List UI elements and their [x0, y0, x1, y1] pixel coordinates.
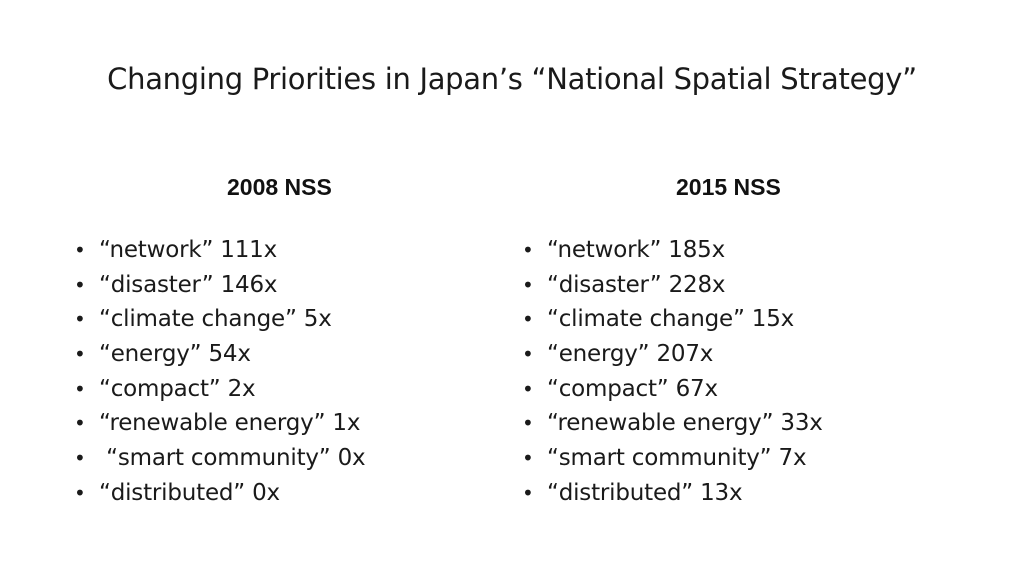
list-item-text: “compact” 2x: [99, 375, 256, 402]
list-item: • “disaster” 228x: [522, 272, 823, 307]
list-item-text: “network” 185x: [547, 237, 725, 263]
bullet-icon: •: [522, 376, 534, 401]
bullet-icon: •: [74, 342, 86, 367]
list-item-text: “energy” 54x: [99, 341, 251, 368]
list-item-text: “disaster” 146x: [99, 271, 278, 298]
bullet-icon: •: [522, 272, 534, 297]
bullet-icon: •: [74, 446, 86, 471]
column-heading-2008: 2008 NSS: [227, 174, 332, 200]
bullet-icon: •: [522, 480, 534, 505]
list-item: • “compact” 2x: [74, 376, 365, 411]
list-item-text: “renewable energy” 1x: [99, 410, 361, 437]
bullet-icon: •: [74, 272, 86, 297]
list-item: • “climate change” 15x: [522, 306, 823, 341]
bullet-icon: •: [522, 307, 534, 332]
list-item-text: “compact” 67x: [547, 375, 718, 402]
list-item-text: “energy” 207x: [547, 341, 714, 368]
list-item-text: “smart community” 7x: [547, 445, 807, 472]
list-item: • “smart community” 7x: [522, 445, 823, 480]
bullet-list-2008: • “network” 111x • “disaster” 146x • “clima…: [74, 237, 366, 515]
list-item: • “smart community” 0x: [74, 445, 366, 480]
list-item-text: “climate change” 15x: [547, 306, 795, 333]
bullet-icon: •: [74, 411, 86, 436]
list-item: • “compact” 67x: [522, 376, 823, 411]
bullet-icon: •: [522, 238, 534, 262]
list-item: • “energy” 207x: [522, 341, 823, 376]
list-item: • “disaster” 146x: [74, 272, 365, 307]
list-item: • “renewable energy” 33x: [522, 410, 823, 445]
list-item: • “climate change” 5x: [74, 306, 365, 341]
column-heading-2015: 2015 NSS: [676, 174, 781, 200]
list-item: • “energy” 54x: [74, 341, 365, 376]
bullet-icon: •: [74, 480, 86, 505]
list-item-text: “distributed” 0x: [99, 479, 280, 506]
list-item: • “renewable energy” 1x: [74, 410, 365, 445]
list-item: • “distributed” 0x: [74, 480, 365, 515]
list-item-text: “distributed” 13x: [547, 479, 743, 506]
list-item-text: “climate change” 5x: [99, 306, 332, 333]
bullet-list-2015: • “network” 185x • “disaster” 228x • “clima…: [522, 237, 823, 515]
bullet-icon: •: [74, 376, 86, 401]
bullet-icon: •: [74, 238, 86, 262]
list-item: • “distributed” 13x: [522, 480, 823, 515]
bullet-icon: •: [522, 446, 534, 471]
list-item-text: “network” 111x: [99, 237, 277, 263]
list-item: • “network” 185x: [522, 237, 823, 272]
list-item-text: “renewable energy” 33x: [547, 410, 823, 437]
list-item: • “network” 111x: [74, 237, 365, 272]
bullet-icon: •: [522, 411, 534, 436]
bullet-icon: •: [522, 342, 534, 367]
bullet-icon: •: [74, 307, 86, 332]
list-item-text: “disaster” 228x: [547, 271, 726, 298]
slide-title: Changing Priorities in Japan’s “National…: [107, 62, 917, 96]
list-item-text: “smart community” 0x: [99, 445, 366, 472]
